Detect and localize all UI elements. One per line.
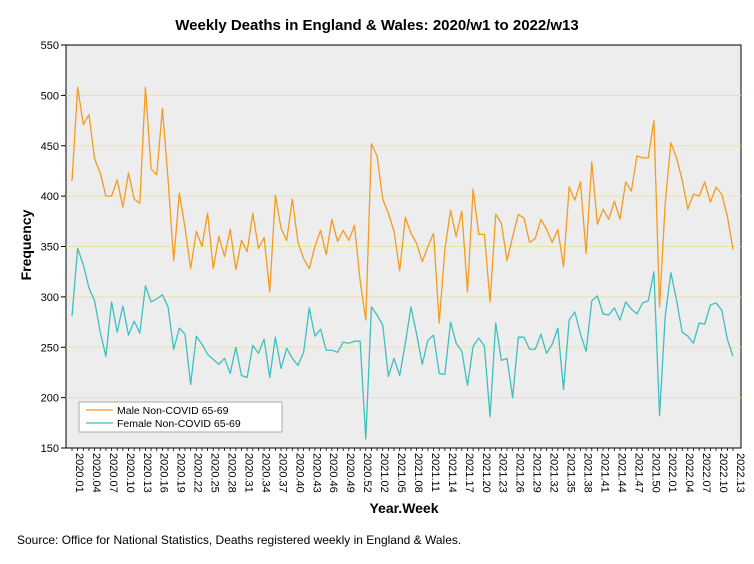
legend-label-female: Female Non-COVID 65-69 [117,418,241,430]
y-tick-label: 500 [41,90,59,102]
legend-box [78,401,283,433]
source-note: Source: Office for National Statistics, … [17,533,462,547]
x-tick-label: 2020.34 [259,453,271,493]
y-tick-label: 550 [41,40,59,52]
x-tick-label: 2022.01 [666,453,678,493]
x-tick-label: 2020.13 [141,453,153,493]
x-tick-label: 2020.49 [344,453,356,493]
chart-title: Weekly Deaths in England & Wales: 2020/w… [175,17,579,34]
y-axis-title: Frequency [18,209,34,280]
x-tick-label: 2021.41 [598,453,610,493]
x-tick-label: 2021.23 [497,453,509,493]
x-tick-label: 2021.17 [463,453,475,493]
x-axis-title: Year.Week [369,500,438,516]
y-tick-label: 400 [41,191,59,203]
x-tick-label: 2020.25 [209,453,221,493]
x-tick-label: 2022.13 [734,453,746,493]
x-tick-label: 2021.11 [429,453,441,492]
x-tick-label: 2020.28 [226,453,238,493]
series-line-male [71,86,734,324]
x-tick-label: 2021.29 [531,453,543,493]
y-tick-label: 300 [41,292,59,304]
series-line-female [71,247,734,440]
x-tick-label: 2020.52 [361,453,373,493]
x-tick-label: 2020.04 [90,453,102,493]
y-axis-ticks: 150 200 250 300 350 400 450 500 550 [41,40,66,455]
x-tick-label: 2021.14 [446,453,458,493]
x-tick-label: 2020.16 [158,453,170,493]
x-tick-label: 2021.08 [412,453,424,493]
y-tick-label: 250 [41,342,59,354]
x-tick-label: 2020.07 [107,453,119,493]
y-tick-label: 150 [41,443,59,455]
x-tick-label: 2021.38 [581,453,593,493]
x-tick-label: 2020.01 [73,453,85,493]
x-tick-label: 2022.07 [700,453,712,493]
chart: Weekly Deaths in England & Wales: 2020/w… [18,17,746,516]
legend-label-male: Male Non-COVID 65-69 [117,405,229,417]
x-tick-label: 2021.50 [649,453,661,493]
x-tick-label: 2021.02 [378,453,390,493]
x-tick-label: 2020.10 [124,453,136,493]
x-tick-label: 2021.32 [548,453,560,493]
x-tick-label: 2021.35 [565,453,577,493]
y-tick-label: 350 [41,242,59,254]
legend: Male Non-COVID 65-69 Female Non-COVID 65… [78,401,283,433]
x-tick-label: 2021.26 [514,453,526,493]
y-tick-label: 200 [41,393,59,405]
x-tick-label: 2021.44 [615,453,627,493]
x-tick-label: 2020.46 [327,453,339,493]
series-lines [71,86,734,440]
x-tick-label: 2020.19 [175,453,187,493]
x-tick-label: 2020.40 [293,453,305,493]
x-tick-label: 2021.20 [480,453,492,493]
x-tick-label: 2020.37 [276,453,288,493]
x-tick-label: 2021.47 [632,453,644,493]
x-axis-ticks: 2020.01 2020.04 2020.07 2020.10 2020.13 2020.… [71,448,746,493]
y-tick-label: 450 [41,141,59,153]
x-tick-label: 2022.04 [683,453,695,493]
x-tick-label: 2020.31 [242,453,254,493]
x-tick-label: 2022.10 [717,453,729,493]
x-tick-label: 2020.22 [192,453,204,493]
x-tick-label: 2020.43 [310,453,322,493]
x-tick-label: 2021.05 [395,453,407,493]
